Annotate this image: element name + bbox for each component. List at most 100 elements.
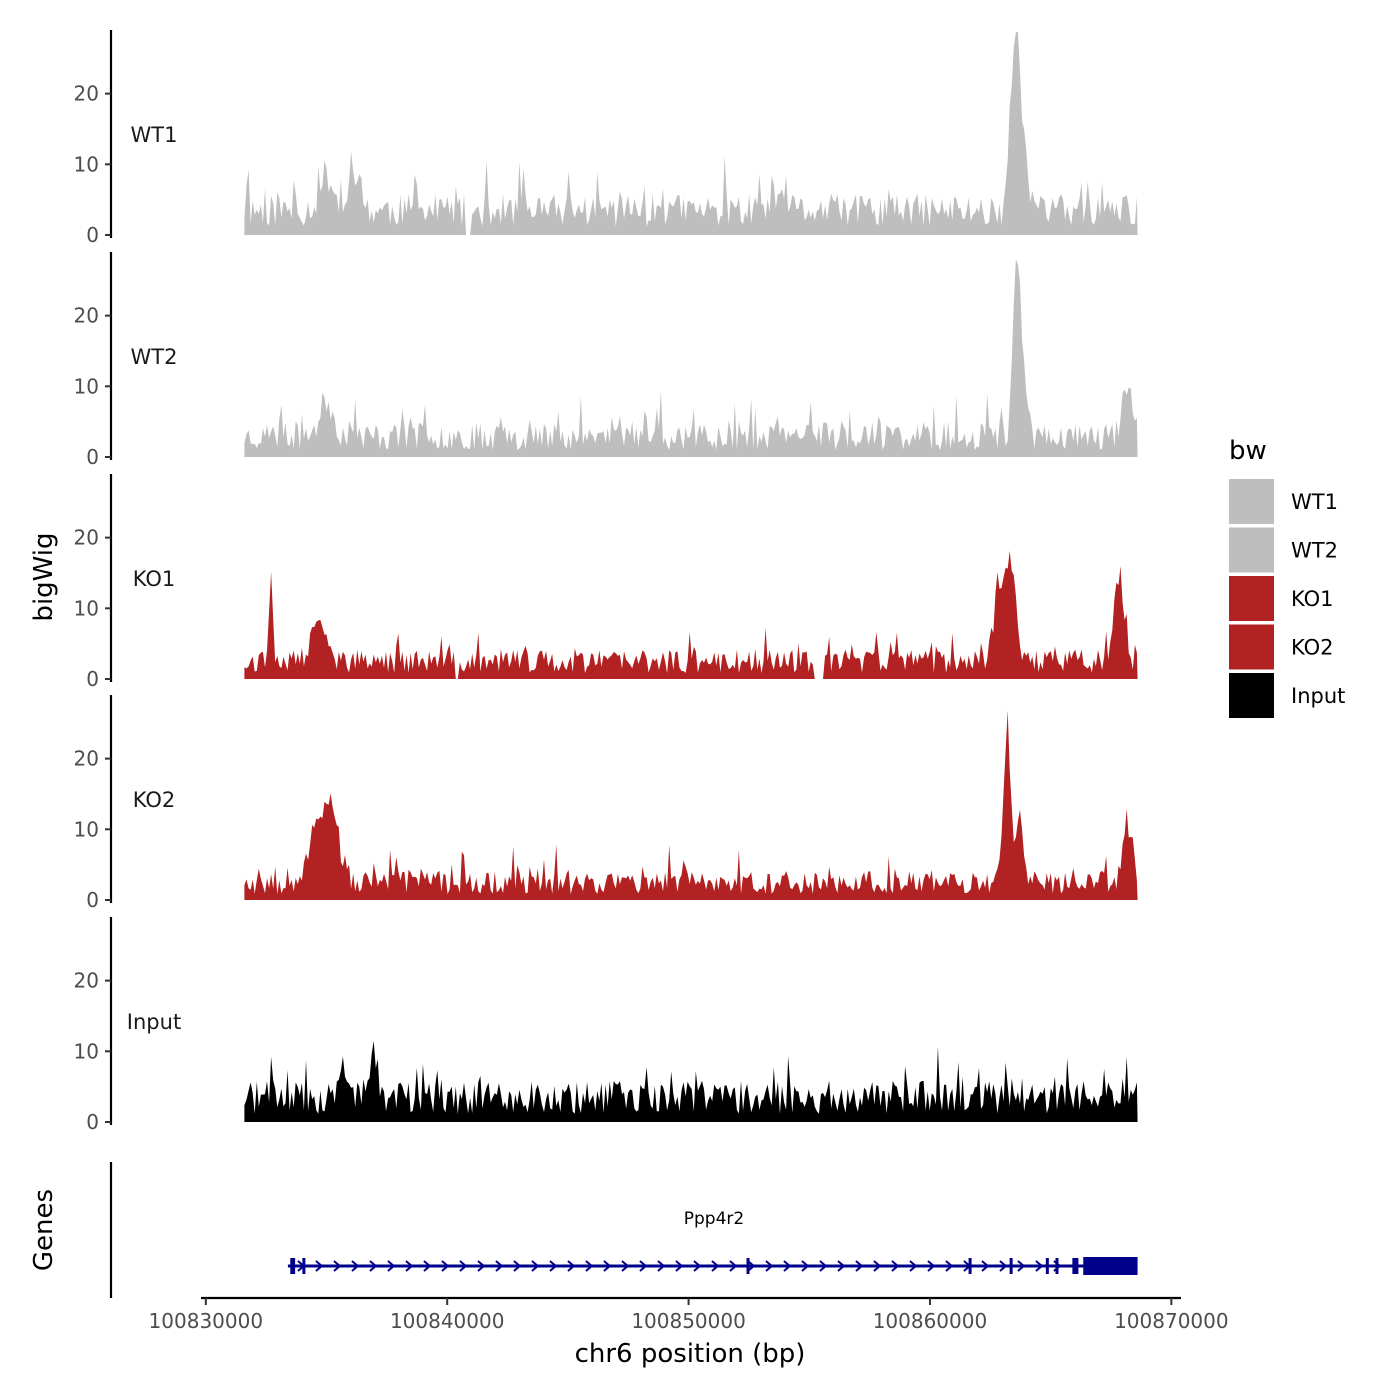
gene-name-label: Ppp4r2 [684, 1209, 744, 1229]
gene-strand-arrow [513, 1260, 522, 1272]
y-tick-label-KO2-20: 20 [74, 747, 99, 771]
track-label-KO2: KO2 [133, 788, 176, 812]
signal-area-KO1 [244, 550, 1138, 679]
track-WT1: 0 10 20 WT1 [74, 30, 1138, 247]
gene-strand-arrow [693, 1260, 702, 1272]
x-axis: 100830000 100840000 100850000 100860000 1008… [149, 1298, 1229, 1333]
y-axis-title: bigWig [29, 532, 59, 621]
legend-label-KO1: KO1 [1291, 587, 1334, 611]
gene-strand-arrow [675, 1260, 684, 1272]
y-tick-label-Input-0: 0 [86, 1110, 99, 1134]
signal-area-KO2 [244, 710, 1138, 900]
signal-tracks: 0 10 20 WT1 0 10 20 WT2 0 10 20 KO1 0 10 20 KO2 0 10 20 Inp… [74, 30, 1138, 1134]
x-tick-label-100840000: 100840000 [390, 1309, 505, 1333]
gene-strand-arrow [981, 1260, 990, 1272]
gene-strand-arrow [657, 1260, 666, 1272]
legend-title: bw [1229, 436, 1267, 466]
gene-strand-arrow [405, 1260, 414, 1272]
y-tick-label-KO2-0: 0 [86, 888, 99, 912]
gene-strand-arrow [441, 1260, 450, 1272]
y-tick-label-KO1-20: 20 [74, 526, 99, 550]
gene-strand-arrow [567, 1260, 576, 1272]
gene-strand-arrow [909, 1260, 918, 1272]
gene-strand-arrow [765, 1260, 774, 1272]
gene-exon-4 [1009, 1258, 1013, 1274]
y-tick-label-KO1-10: 10 [74, 596, 99, 620]
gene-exon-1 [302, 1258, 306, 1274]
gene-strand-arrow [1017, 1260, 1026, 1272]
track-label-KO1: KO1 [133, 567, 176, 591]
signal-area-Input [244, 1040, 1138, 1122]
x-tick-label-100860000: 100860000 [873, 1309, 988, 1333]
legend-items: WT1 WT2 KO1 KO2 Input [1229, 479, 1345, 718]
signal-area-WT2 [244, 259, 1138, 457]
gene-strand-arrow [927, 1260, 936, 1272]
gene-strand-arrow [801, 1260, 810, 1272]
gene-strand-arrow [819, 1260, 828, 1272]
gene-strand-arrow [711, 1260, 720, 1272]
gene-exon-2 [746, 1258, 750, 1274]
legend-key-WT2 [1229, 527, 1274, 573]
gene-exon-3 [968, 1258, 972, 1274]
gene-strand-arrow [423, 1260, 432, 1272]
y-tick-label-WT2-0: 0 [86, 445, 99, 469]
track-label-Input: Input [127, 1010, 181, 1034]
gene-strand-arrow [315, 1260, 324, 1272]
y-tick-label-KO2-10: 10 [74, 817, 99, 841]
gene-strand-arrow [603, 1260, 612, 1272]
x-tick-label-100870000: 100870000 [1114, 1309, 1229, 1333]
gene-strand-arrow [891, 1260, 900, 1272]
gene-strand-arrow [999, 1260, 1008, 1272]
gene-strand-arrow [549, 1260, 558, 1272]
x-axis-title: chr6 position (bp) [575, 1339, 806, 1369]
gene-strand-arrow [387, 1260, 396, 1272]
gene-exon-0 [290, 1258, 296, 1274]
gene-strand-arrow [369, 1260, 378, 1272]
gene-strand-arrow [1035, 1260, 1044, 1272]
legend-label-Input: Input [1291, 684, 1345, 708]
gene-strand-arrow [639, 1260, 648, 1272]
y-tick-label-WT2-10: 10 [74, 374, 99, 398]
y-tick-label-Input-10: 10 [74, 1039, 99, 1063]
legend-label-KO2: KO2 [1291, 636, 1334, 660]
track-Input: 0 10 20 Input [74, 917, 1138, 1134]
gene-strand-arrow [621, 1260, 630, 1272]
legend-key-WT1 [1229, 479, 1274, 524]
y-tick-label-KO1-0: 0 [86, 667, 99, 691]
gene-strand-arrow [477, 1260, 486, 1272]
gene-strand-arrow [495, 1260, 504, 1272]
gene-strand-arrow [585, 1260, 594, 1272]
y-tick-label-WT1-20: 20 [74, 82, 99, 106]
track-label-WT2: WT2 [131, 345, 178, 369]
legend-label-WT2: WT2 [1291, 539, 1338, 563]
gene-strand-arrow [729, 1260, 738, 1272]
track-KO2: 0 10 20 KO2 [74, 695, 1138, 912]
gene-strand-arrow [333, 1260, 342, 1272]
gene-strand-arrow [873, 1260, 882, 1272]
track-WT2: 0 10 20 WT2 [74, 252, 1138, 469]
genes-axis-title: Genes [29, 1189, 59, 1271]
gene-exon-5 [1045, 1258, 1049, 1274]
legend-label-WT1: WT1 [1291, 490, 1338, 514]
y-tick-label-WT2-20: 20 [74, 304, 99, 328]
y-tick-label-WT1-0: 0 [86, 223, 99, 247]
gene-strand-arrow [837, 1260, 846, 1272]
gene-strand-arrow [945, 1260, 954, 1272]
gene-strand-arrow [855, 1260, 864, 1272]
y-tick-label-WT1-10: 10 [74, 152, 99, 176]
x-tick-label-100850000: 100850000 [631, 1309, 746, 1333]
gene-strand-arrow [531, 1260, 540, 1272]
gene-strand-arrow [351, 1260, 360, 1272]
gene-exon-7 [1072, 1258, 1079, 1274]
track-label-WT1: WT1 [131, 123, 178, 147]
gene-strand-arrow [459, 1260, 468, 1272]
track-KO1: 0 10 20 KO1 [74, 474, 1138, 691]
gene-strand-arrow [747, 1260, 756, 1272]
legend-key-KO2 [1229, 624, 1274, 670]
legend: bw WT1 WT2 KO1 KO2 Input [1229, 436, 1345, 718]
legend-key-KO1 [1229, 576, 1274, 621]
signal-area-WT1 [244, 32, 1138, 235]
gene-exon-6 [1055, 1258, 1059, 1274]
legend-key-Input [1229, 673, 1274, 718]
